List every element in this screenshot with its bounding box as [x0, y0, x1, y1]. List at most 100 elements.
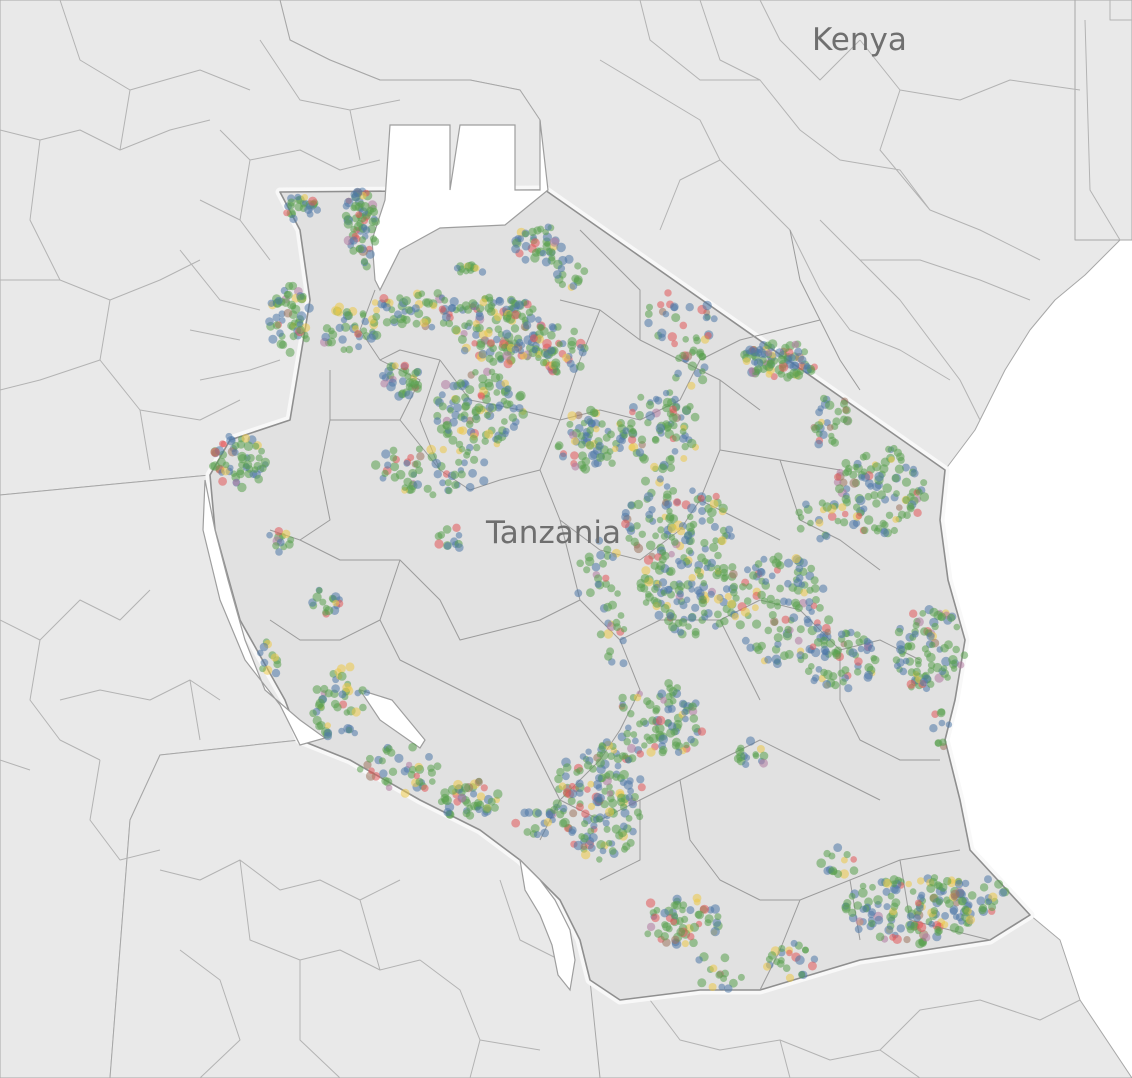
data-point[interactable] [581, 809, 590, 818]
data-point[interactable] [477, 392, 486, 400]
data-point[interactable] [394, 310, 402, 319]
data-point[interactable] [764, 655, 773, 664]
data-point[interactable] [594, 580, 602, 588]
data-point[interactable] [506, 400, 514, 408]
data-point[interactable] [681, 708, 689, 716]
data-point[interactable] [468, 299, 478, 308]
data-point[interactable] [567, 411, 577, 421]
data-point[interactable] [270, 653, 279, 662]
data-point[interactable] [685, 623, 692, 630]
data-point[interactable] [574, 411, 583, 420]
data-point[interactable] [575, 803, 584, 812]
data-point[interactable] [433, 470, 442, 479]
data-point[interactable] [826, 424, 834, 431]
data-point[interactable] [718, 983, 726, 991]
data-point[interactable] [646, 747, 656, 757]
data-point[interactable] [595, 815, 604, 823]
data-point[interactable] [760, 555, 768, 563]
data-point[interactable] [708, 983, 717, 991]
data-point[interactable] [763, 962, 772, 971]
data-point[interactable] [894, 464, 905, 474]
data-point[interactable] [556, 242, 566, 253]
data-point[interactable] [521, 255, 530, 264]
data-point[interactable] [957, 896, 967, 906]
data-point[interactable] [226, 436, 236, 446]
data-point[interactable] [644, 310, 653, 318]
data-point[interactable] [482, 804, 492, 814]
data-point[interactable] [668, 687, 678, 696]
data-point[interactable] [803, 362, 811, 370]
data-point[interactable] [508, 413, 517, 422]
data-point[interactable] [901, 477, 912, 487]
data-point[interactable] [889, 933, 897, 941]
data-point[interactable] [667, 704, 676, 713]
data-point[interactable] [503, 359, 513, 369]
data-point[interactable] [271, 668, 281, 678]
data-point[interactable] [807, 519, 814, 527]
data-point[interactable] [676, 560, 687, 570]
data-point[interactable] [368, 767, 375, 774]
data-point[interactable] [812, 596, 820, 604]
data-point[interactable] [283, 308, 293, 318]
data-point[interactable] [598, 420, 606, 428]
data-point[interactable] [645, 540, 656, 551]
data-point[interactable] [266, 531, 273, 539]
data-point[interactable] [640, 574, 650, 583]
data-point[interactable] [539, 358, 548, 367]
data-point[interactable] [324, 722, 331, 729]
data-point[interactable] [429, 778, 436, 785]
data-point[interactable] [683, 351, 693, 361]
data-point[interactable] [439, 445, 447, 454]
data-point[interactable] [569, 809, 578, 818]
data-point[interactable] [840, 518, 849, 527]
data-point[interactable] [874, 915, 884, 925]
data-point[interactable] [304, 303, 314, 313]
data-point[interactable] [754, 365, 763, 374]
data-point[interactable] [608, 798, 618, 808]
data-point[interactable] [855, 917, 864, 926]
data-point[interactable] [741, 636, 750, 645]
data-point[interactable] [840, 399, 848, 408]
data-point[interactable] [667, 523, 678, 534]
data-point[interactable] [627, 501, 635, 509]
data-point[interactable] [476, 792, 486, 801]
data-point[interactable] [343, 724, 353, 734]
data-point[interactable] [920, 479, 928, 487]
data-point[interactable] [602, 451, 612, 461]
data-point[interactable] [599, 750, 609, 760]
data-point[interactable] [596, 550, 605, 560]
data-point[interactable] [591, 459, 600, 468]
data-point[interactable] [502, 329, 512, 339]
data-point[interactable] [870, 491, 879, 500]
data-point[interactable] [309, 709, 317, 718]
data-point[interactable] [714, 551, 722, 560]
data-point[interactable] [676, 628, 685, 636]
data-point[interactable] [315, 698, 325, 708]
data-point[interactable] [595, 536, 604, 545]
data-point[interactable] [445, 487, 453, 495]
data-point[interactable] [766, 594, 775, 603]
data-point[interactable] [210, 447, 220, 457]
data-point[interactable] [558, 782, 567, 790]
data-point[interactable] [502, 430, 509, 438]
data-point[interactable] [664, 289, 672, 297]
data-point[interactable] [801, 348, 809, 356]
data-point[interactable] [285, 347, 295, 357]
data-point[interactable] [373, 306, 380, 314]
data-point[interactable] [437, 531, 446, 539]
data-point[interactable] [863, 637, 871, 646]
data-point[interactable] [653, 906, 661, 914]
data-point[interactable] [940, 665, 948, 672]
data-point[interactable] [431, 458, 442, 469]
data-point[interactable] [796, 625, 805, 634]
data-point[interactable] [579, 753, 587, 760]
data-point[interactable] [258, 447, 265, 455]
data-point[interactable] [556, 341, 563, 348]
data-point[interactable] [355, 244, 365, 254]
data-point[interactable] [921, 645, 930, 653]
data-point[interactable] [809, 643, 817, 650]
data-point[interactable] [433, 762, 442, 771]
data-point[interactable] [587, 844, 596, 852]
data-point[interactable] [607, 430, 615, 439]
data-point[interactable] [472, 264, 480, 272]
